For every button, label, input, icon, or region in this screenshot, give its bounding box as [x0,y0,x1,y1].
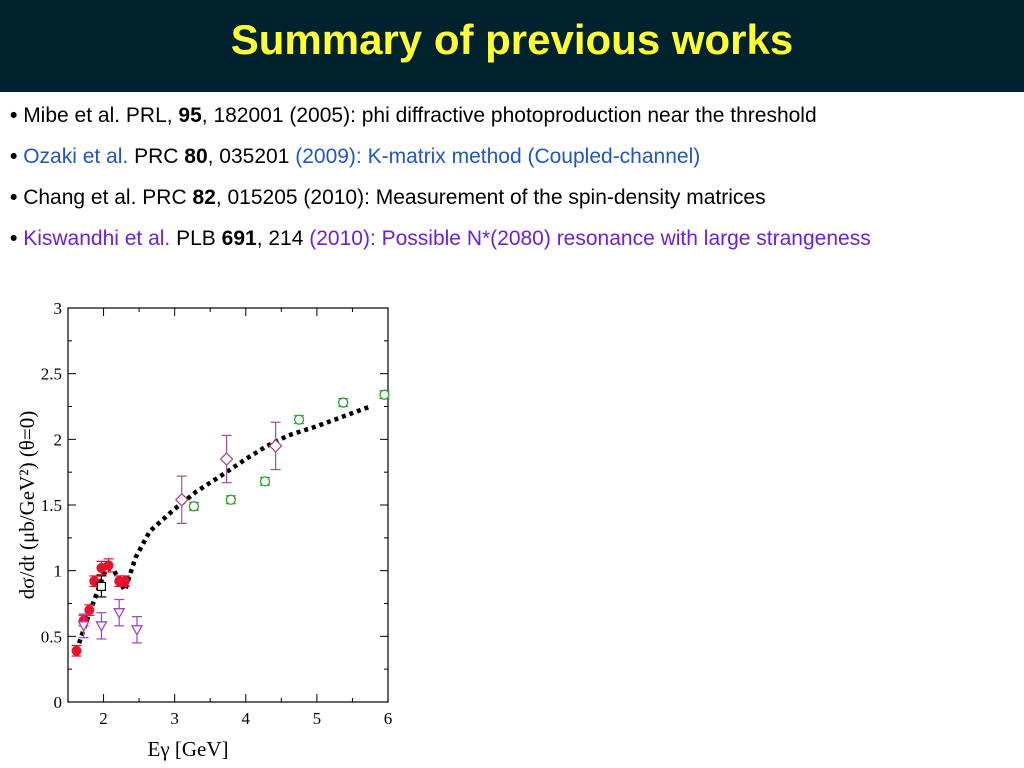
reference-text: 95 [178,104,202,127]
bullet-dot: • [10,227,24,250]
data-point [225,494,236,505]
data-point [174,492,189,507]
y-tick-label: 2 [54,430,63,449]
data-point [130,625,144,637]
data-point [71,645,82,656]
title-bar: Summary of previous works [0,0,1024,92]
data-point [119,576,130,587]
data-point [188,501,200,512]
reference-text: PRC [134,145,185,168]
y-axis-label: dσ/dt (μb/GeV²) (θ=0) [15,411,39,599]
y-tick-label: 1.5 [41,496,62,515]
reference-item: • Ozaki et al. PRC 80, 035201 (2009): K-… [10,141,1014,172]
bullet-dot: • [10,186,24,209]
reference-text: Chang et al. PRC [23,186,193,209]
cross-section-chart: 0 0.5 1 1.5 2 2.5 3 2 3 4 5 6 Eγ [GeV] dσ/dt (μb/GeV²… [15,299,393,761]
x-tick-label: 3 [170,709,179,728]
reference-text: (2009): K-matrix method (Coupled-channel… [295,145,701,168]
bullet-dot: • [10,145,24,168]
data-point [379,389,390,400]
y-tick-label: 0.5 [41,627,62,646]
data-point [268,438,283,453]
x-tick-label: 2 [99,709,108,728]
data-point [95,621,108,633]
plot-frame [67,307,389,703]
reference-text: , 015205 (2010): Measurement of the spin… [215,186,766,209]
x-tick-label: 6 [384,709,393,728]
data-point [219,452,234,466]
data-point [338,397,349,408]
data-point [89,576,100,587]
y-tick-label: 2.5 [41,365,62,384]
data-point [103,560,114,571]
data-point [293,414,305,425]
data-point [77,621,90,633]
x-tick-label: 5 [313,709,322,728]
reference-item: • Kiswandhi et al. PLB 691, 214 (2010): … [10,223,1014,254]
reference-text: 691 [221,227,257,250]
reference-text: 82 [192,186,216,209]
bullet-dot: • [10,104,24,127]
reference-item: • Chang et al. PRC 82, 015205 (2010): Me… [10,182,1014,213]
reference-item: • Mibe et al. PRL, 95, 182001 (2005): ph… [10,100,1014,131]
reference-text: , 182001 (2005): phi diffractive photopr… [201,104,817,127]
data-point [259,476,271,487]
reference-text: Kiswandhi et al. [23,227,177,250]
y-tick-label: 3 [54,299,63,318]
reference-text: PLB [176,227,222,250]
reference-text: Mibe et al. PRL, [23,104,179,127]
x-axis-label: Eγ [GeV] [148,737,229,761]
reference-text: (2010): Possible N*(2080) resonance with… [309,227,871,250]
reference-text: , 035201 [207,145,296,168]
x-tick-label: 4 [242,709,251,728]
reference-text: Ozaki et al. [23,145,135,168]
reference-text: 80 [184,145,208,168]
data-point [96,581,107,592]
y-tick-label: 0 [54,693,63,712]
y-tick-label: 1 [54,562,63,581]
reference-text: , 214 [256,227,310,250]
data-point [113,608,126,620]
slide-title: Summary of previous works [230,16,794,63]
data-point [84,605,95,616]
reference-list: • Mibe et al. PRL, 95, 182001 (2005): ph… [10,100,1014,264]
